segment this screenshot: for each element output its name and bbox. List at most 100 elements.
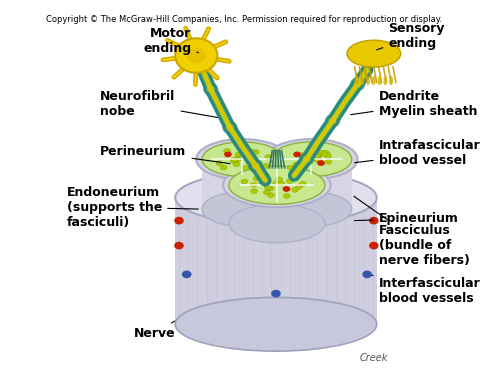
Ellipse shape — [174, 217, 184, 224]
Ellipse shape — [366, 76, 370, 85]
Text: Dendrite
Myelin sheath: Dendrite Myelin sheath — [350, 89, 477, 118]
Ellipse shape — [309, 155, 316, 160]
Ellipse shape — [369, 242, 378, 249]
Ellipse shape — [248, 160, 256, 166]
Ellipse shape — [378, 76, 382, 85]
Text: Sensory
ending: Sensory ending — [376, 22, 444, 50]
Ellipse shape — [324, 154, 332, 158]
Text: Intrafascicular
blood vessel: Intrafascicular blood vessel — [354, 139, 480, 167]
Ellipse shape — [250, 182, 257, 187]
Ellipse shape — [350, 77, 365, 91]
Ellipse shape — [252, 150, 259, 155]
Ellipse shape — [300, 182, 306, 186]
Ellipse shape — [248, 149, 255, 154]
Text: Endoneurium
(supports the
fasciculi): Endoneurium (supports the fasciculi) — [66, 186, 198, 229]
Ellipse shape — [238, 145, 245, 150]
Ellipse shape — [282, 186, 290, 192]
Ellipse shape — [231, 158, 237, 162]
Ellipse shape — [298, 153, 304, 158]
Ellipse shape — [354, 81, 362, 88]
Text: Copyright © The McGraw-Hill Companies, Inc. Permission required for reproduction: Copyright © The McGraw-Hill Companies, I… — [46, 15, 442, 24]
Ellipse shape — [313, 144, 320, 149]
Ellipse shape — [273, 181, 280, 186]
Ellipse shape — [264, 190, 270, 195]
Ellipse shape — [240, 152, 246, 156]
Ellipse shape — [223, 163, 330, 207]
Ellipse shape — [271, 192, 352, 226]
Ellipse shape — [369, 217, 378, 224]
Ellipse shape — [304, 153, 310, 158]
Ellipse shape — [389, 76, 393, 85]
Ellipse shape — [251, 189, 258, 194]
Ellipse shape — [175, 38, 218, 73]
Ellipse shape — [278, 181, 284, 186]
Ellipse shape — [328, 117, 336, 124]
Ellipse shape — [175, 297, 376, 351]
Ellipse shape — [240, 147, 248, 152]
Ellipse shape — [182, 271, 192, 278]
Ellipse shape — [265, 155, 272, 159]
Ellipse shape — [316, 152, 323, 157]
Ellipse shape — [314, 157, 320, 162]
Text: Interfascicular
blood vessels: Interfascicular blood vessels — [372, 275, 480, 305]
Ellipse shape — [322, 150, 329, 155]
Ellipse shape — [252, 162, 260, 169]
Ellipse shape — [226, 124, 234, 131]
Ellipse shape — [262, 179, 268, 184]
Ellipse shape — [264, 185, 272, 190]
Ellipse shape — [262, 164, 270, 168]
Ellipse shape — [234, 157, 241, 162]
Ellipse shape — [254, 176, 260, 181]
Text: Perineurium: Perineurium — [100, 145, 230, 164]
Ellipse shape — [362, 271, 372, 278]
Ellipse shape — [216, 161, 223, 166]
Ellipse shape — [240, 153, 247, 158]
Ellipse shape — [175, 171, 376, 224]
Text: Creek: Creek — [360, 353, 388, 363]
Ellipse shape — [292, 188, 298, 192]
Ellipse shape — [186, 48, 206, 63]
Ellipse shape — [248, 159, 264, 173]
Ellipse shape — [258, 180, 266, 185]
Ellipse shape — [234, 156, 241, 161]
Ellipse shape — [303, 156, 310, 162]
Ellipse shape — [264, 180, 270, 185]
Ellipse shape — [224, 152, 232, 157]
Ellipse shape — [241, 179, 248, 184]
Ellipse shape — [258, 177, 266, 183]
Ellipse shape — [318, 150, 324, 155]
Ellipse shape — [284, 194, 290, 198]
Ellipse shape — [286, 179, 293, 183]
Polygon shape — [202, 159, 282, 209]
Ellipse shape — [296, 184, 302, 189]
Ellipse shape — [296, 163, 302, 168]
Ellipse shape — [315, 157, 322, 162]
Ellipse shape — [293, 164, 300, 168]
Ellipse shape — [207, 86, 214, 92]
Ellipse shape — [268, 186, 274, 191]
Ellipse shape — [293, 162, 300, 167]
Ellipse shape — [250, 162, 256, 167]
Ellipse shape — [268, 193, 274, 198]
Ellipse shape — [236, 152, 242, 157]
Ellipse shape — [354, 76, 358, 85]
Ellipse shape — [203, 82, 218, 96]
Ellipse shape — [288, 173, 295, 177]
Ellipse shape — [233, 162, 240, 167]
Ellipse shape — [325, 159, 332, 164]
Ellipse shape — [347, 40, 401, 67]
Ellipse shape — [293, 152, 301, 157]
Ellipse shape — [294, 172, 300, 176]
Polygon shape — [229, 185, 325, 223]
Ellipse shape — [230, 158, 237, 163]
Ellipse shape — [276, 177, 282, 182]
Ellipse shape — [222, 121, 238, 134]
Ellipse shape — [271, 142, 352, 176]
Ellipse shape — [262, 182, 270, 186]
Ellipse shape — [202, 192, 282, 226]
Ellipse shape — [224, 149, 230, 153]
Ellipse shape — [325, 114, 340, 127]
Ellipse shape — [324, 152, 330, 156]
Ellipse shape — [287, 165, 294, 170]
Ellipse shape — [250, 161, 256, 166]
